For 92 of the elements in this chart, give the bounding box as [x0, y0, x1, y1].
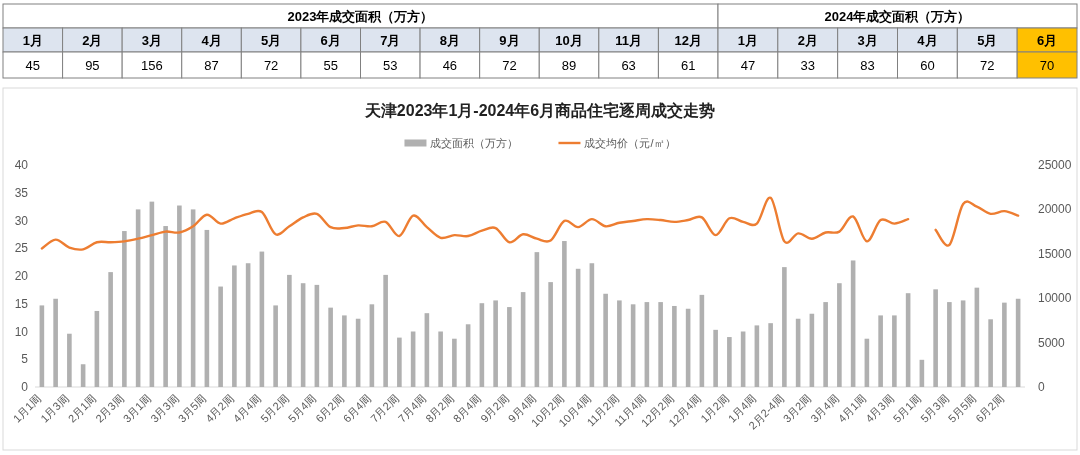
y-tick-label: 5: [21, 352, 29, 367]
bar: [603, 293, 608, 387]
bar: [342, 315, 347, 387]
data-label: 72: [263, 58, 279, 73]
x-tick-label: 3月: [857, 33, 878, 48]
legend-label: 成交面积（万方）: [430, 137, 519, 149]
x-tick-label: 6月: [1036, 33, 1058, 48]
bar: [562, 241, 567, 387]
chart-title: 2024年成交面积（万方）: [824, 9, 971, 24]
bar: [988, 319, 993, 387]
legend-label: 成交均价（元/㎡）: [584, 137, 676, 149]
x-tick-label: 4月: [201, 33, 222, 48]
x-tick-label: 4月: [917, 33, 938, 48]
data-label: 55: [323, 58, 338, 73]
x-tick-label: 5月: [977, 33, 998, 48]
y2-tick-label: 20000: [1038, 202, 1072, 217]
bar: [782, 267, 787, 387]
data-label: 61: [680, 58, 696, 73]
data-label: 156: [141, 58, 163, 73]
bar: [452, 338, 457, 387]
bar: [837, 283, 842, 387]
bar: [1002, 302, 1007, 387]
bar: [713, 329, 718, 387]
x-tick-label: 10月: [555, 33, 583, 48]
data-label: 45: [25, 58, 41, 73]
data-label: 53: [383, 58, 398, 73]
bar: [823, 302, 828, 387]
bar: [273, 305, 278, 387]
bar: [177, 205, 182, 387]
bar: [108, 272, 113, 387]
data-label: 89: [561, 58, 577, 73]
x-tick-label: 12月: [674, 33, 702, 48]
y-tick-label: 15: [14, 296, 29, 311]
data-label: 70: [1039, 58, 1055, 73]
y-tick-label: 25: [14, 241, 29, 256]
bar: [397, 337, 402, 387]
x-tick-label: 7月: [380, 33, 401, 48]
y2-tick-label: 25000: [1038, 158, 1072, 172]
y2-tick-label: 10000: [1038, 291, 1072, 306]
x-tick-label: 1月: [22, 33, 43, 48]
bar: [438, 331, 443, 387]
data-label: 47: [740, 58, 756, 73]
bar: [163, 226, 168, 387]
bar: [383, 274, 388, 387]
y-tick-label: 40: [14, 158, 29, 172]
bar: [672, 305, 677, 387]
data-label: 63: [621, 58, 636, 73]
bar: [947, 302, 952, 387]
bar: [328, 307, 333, 387]
x-tick-label: 2月: [82, 33, 103, 48]
data-label: 83: [860, 58, 875, 73]
bar: [548, 282, 553, 387]
bar: [507, 307, 512, 387]
x-tick-label: 1月: [737, 33, 759, 48]
data-label: 72: [980, 58, 995, 73]
y2-tick-label: 0: [1038, 380, 1045, 394]
data-label: 87: [204, 58, 219, 73]
bar: [218, 286, 223, 387]
x-tick-label: 6月: [320, 33, 341, 48]
chart-title: 天津2023年1月-2024年6月商品住宅逐周成交走势: [363, 101, 716, 119]
bar: [727, 337, 732, 387]
y-tick-label: 20: [14, 269, 29, 283]
bar: [232, 265, 237, 387]
bar: [287, 274, 292, 387]
chart-title: 2023年成交面积（万方）: [287, 9, 434, 24]
x-tick-label: 11月: [615, 33, 642, 48]
bar: [933, 289, 938, 387]
bar: [892, 315, 897, 387]
x-tick-label: 5月: [261, 33, 282, 48]
y-tick-label: 30: [14, 213, 29, 228]
x-tick-label: 2月: [797, 33, 818, 48]
data-label: 60: [920, 58, 935, 73]
bar: [768, 323, 773, 387]
y-tick-label: 0: [21, 380, 29, 394]
bar: [617, 300, 622, 387]
bar: [658, 302, 663, 387]
bar: [122, 231, 127, 387]
data-label: 95: [85, 58, 100, 73]
x-tick-label: 3月: [141, 33, 163, 48]
y-tick-label: 35: [14, 185, 29, 200]
y2-tick-label: 5000: [1038, 335, 1066, 350]
bar: [493, 300, 498, 387]
bar: [53, 298, 58, 387]
data-label: 33: [800, 58, 815, 73]
data-label: 46: [442, 58, 458, 73]
bar: [878, 315, 883, 387]
data-label: 72: [502, 58, 517, 73]
bar: [67, 333, 72, 387]
y-tick-label: 10: [14, 324, 29, 339]
y2-tick-label: 15000: [1038, 246, 1072, 261]
x-tick-label: 8月: [439, 33, 460, 48]
x-tick-label: 9月: [499, 33, 520, 48]
